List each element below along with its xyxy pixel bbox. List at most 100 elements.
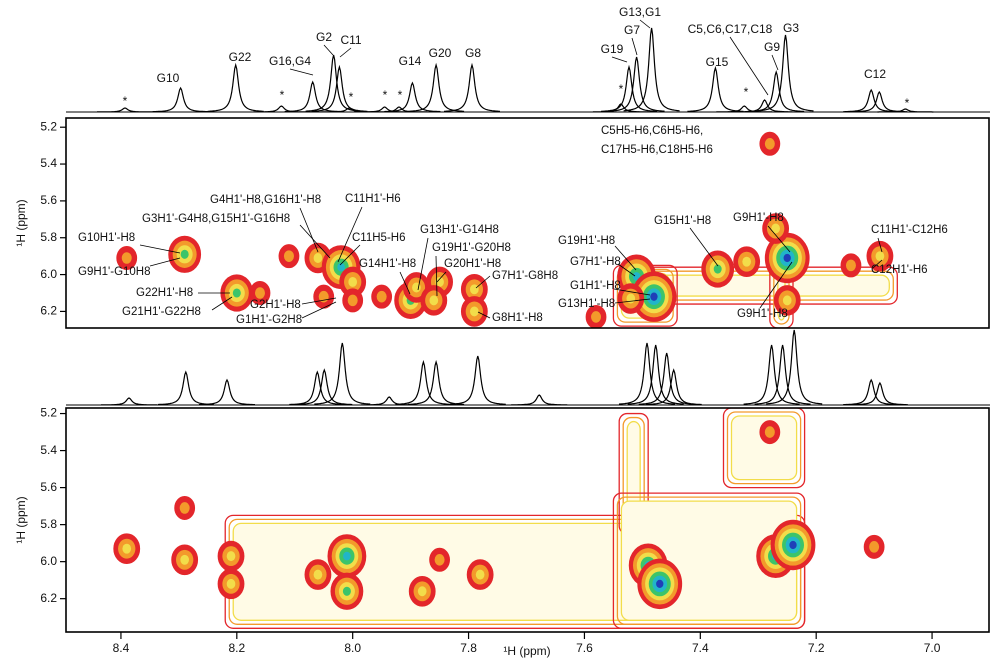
y-tick-label: 6.0 [40,267,57,281]
leader-line [730,37,768,95]
peak-label: * [619,82,624,96]
spectrum-peak [744,345,800,404]
leader-line [640,20,650,28]
contour-peak [476,570,485,580]
contour-peak [783,295,792,305]
contour-peak [789,541,796,549]
spectrum-peak [153,88,209,112]
y-tick-label: 5.4 [40,443,57,457]
contour-peak [784,254,791,262]
leader-line [772,55,778,70]
leader-line [290,69,313,75]
leader-line [340,48,351,57]
annotation: G14H1'-H8 [359,258,416,270]
peak-label: * [123,94,128,108]
annotation: G21H1'-G22H8 [122,306,201,318]
peak-label: G14 [399,54,422,68]
annotation: C5H5-H6,C6H5-H6, [601,125,703,137]
leader-line [612,57,627,62]
annotation: G13H1'-H8 [558,298,615,310]
y-tick-label: 5.8 [40,230,57,244]
contour-peak [181,250,189,259]
annotation: G9H1'-H8 [733,212,784,224]
leader-line [300,208,318,252]
x-tick-label: 7.2 [808,641,825,655]
contour-peak [765,138,775,150]
peak-label: G9 [764,40,780,54]
annotation: G19H1'-G20H8 [432,242,511,254]
y-tick-label: 6.0 [40,554,57,568]
y-tick-label: 5.6 [40,193,57,207]
spectrum-peak [646,370,702,405]
contour-peak [122,252,132,264]
peak-label: * [383,88,388,102]
peak-label: C11 [340,33,361,47]
contour-peak [343,587,351,596]
y-tick-label: 5.2 [40,119,57,133]
spectrum-peak [843,380,899,405]
y-tick-label: 5.4 [40,156,57,170]
peak-label: * [905,96,910,110]
contour-peak [656,580,663,588]
contour-peak [876,251,885,261]
spectrum-peak [208,65,264,111]
peak-label: * [744,85,749,99]
contour-peak [122,544,131,554]
annotation: C11H5-H6 [352,232,405,244]
spectrum-peak [444,65,500,111]
contour-peak [470,284,479,294]
peak-label: G16,G4 [269,54,311,68]
spectrum-peak [601,67,657,111]
contour-peak [846,260,856,272]
annotation: C17H5-H6,C18H5-H6 [601,144,713,156]
contour-peak [435,554,445,566]
spectrum-peak [408,65,464,111]
spectrum-peak [285,82,341,112]
y-tick-label: 5.8 [40,517,57,531]
spectrum-peak [624,28,680,111]
contour-peak [233,288,241,297]
annotation: G20H1'-H8 [444,258,501,270]
x-tick-label: 8.2 [228,641,245,655]
contour-peak [470,306,479,316]
y-tick-label: 6.2 [40,304,57,318]
spectrum-peak [395,362,451,404]
contour-peak [591,311,601,323]
spectrum-peak [97,108,153,112]
contour-peak [626,294,635,304]
contour-peak [742,257,751,267]
annotation: G4H1'-H8,G16H1'-H8 [210,194,321,206]
peak-label: C5,C6,C17,C18 [688,22,773,36]
y-axis-label: ¹H (ppm) [14,199,28,246]
annotation: G1H1'-G2H8 [236,314,302,326]
spectrum-peak [199,380,255,405]
spectrum-peak [384,83,440,112]
contour-peak [284,250,294,262]
spectrum-peak [687,68,743,111]
annotation: G9H1'-H8 [737,308,788,320]
spectrum-peak [755,345,811,404]
peak-label: G7 [624,23,640,37]
contour-peak [314,253,323,263]
contour-peak [429,295,438,305]
contour-peak [869,541,879,553]
x-tick-label: 7.6 [576,641,593,655]
y-axis-label: ¹H (ppm) [14,496,28,543]
x-axis-label: ¹H (ppm) [503,644,550,658]
contour-peak [348,277,357,287]
contour-peak [227,579,236,589]
contour-peak [314,570,323,580]
spectrum-peak [408,362,464,404]
x-tick-label: 7.4 [692,641,709,655]
peak-label: C12 [864,67,886,81]
annotation: G1H1'-H8 [570,280,621,292]
spectrum-peak [450,356,506,404]
annotation: G13H1'-G14H8 [420,224,499,236]
peak-label: G20 [429,46,452,60]
contour-peak [343,552,351,561]
peak-label: G3 [783,21,799,35]
peak-label: G13,G1 [619,5,661,19]
peak-label: * [398,88,403,102]
peak-label: G15 [706,55,729,69]
annotation: G3H1'-G4H8,G15H1'-G16H8 [142,213,290,225]
